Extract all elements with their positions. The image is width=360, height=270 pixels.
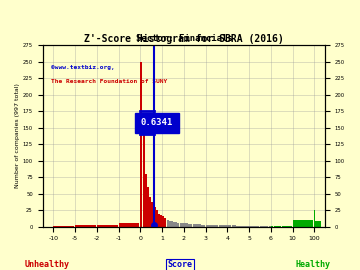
Text: Healthy: Healthy (296, 260, 331, 269)
Bar (145, 174, 147, 227)
Bar (54, 226, 74, 227)
Bar (193, 224, 197, 227)
Bar (314, 221, 321, 227)
Bar (210, 225, 214, 227)
Title: Z'-Score Histogram for SBRA (2016): Z'-Score Histogram for SBRA (2016) (84, 34, 284, 44)
Bar (171, 221, 173, 227)
Bar (223, 225, 227, 227)
Bar (249, 226, 260, 227)
Bar (149, 197, 151, 227)
Bar (287, 226, 292, 227)
Bar (282, 226, 287, 227)
Bar (180, 223, 181, 227)
Bar (164, 218, 166, 227)
Bar (240, 226, 244, 227)
Bar (151, 202, 153, 227)
Text: ©www.textbiz.org,: ©www.textbiz.org, (51, 65, 115, 70)
Bar (260, 226, 268, 227)
Bar (147, 187, 149, 227)
Bar (167, 220, 168, 227)
Bar (182, 224, 184, 227)
Bar (188, 224, 192, 227)
Bar (140, 62, 143, 227)
Bar (271, 226, 273, 227)
Text: Unhealthy: Unhealthy (24, 260, 69, 269)
Bar (274, 226, 276, 227)
Bar (197, 224, 201, 227)
Bar (228, 225, 231, 227)
Bar (293, 220, 313, 227)
Bar (162, 216, 164, 227)
Text: 0.6341: 0.6341 (141, 118, 173, 127)
Bar (214, 225, 219, 227)
Bar (158, 214, 160, 227)
Bar (245, 226, 249, 227)
Bar (143, 124, 145, 227)
Bar (201, 225, 206, 227)
Bar (160, 215, 162, 227)
Bar (119, 224, 139, 227)
Bar (75, 225, 96, 227)
Bar (276, 226, 282, 227)
Bar (153, 207, 156, 227)
Bar (314, 210, 315, 227)
Bar (173, 222, 175, 227)
Bar (169, 221, 171, 227)
Bar (177, 223, 179, 227)
Bar (219, 225, 223, 227)
Y-axis label: Number of companies (997 total): Number of companies (997 total) (15, 83, 20, 188)
Bar (236, 226, 240, 227)
Bar (184, 224, 188, 227)
Text: The Research Foundation of SUNY: The Research Foundation of SUNY (51, 79, 167, 84)
Bar (206, 225, 210, 227)
Bar (175, 222, 177, 227)
Text: Score: Score (167, 260, 193, 269)
Bar (97, 225, 118, 227)
Bar (156, 210, 158, 227)
Bar (269, 226, 271, 227)
Text: Sector: Financials: Sector: Financials (135, 34, 232, 43)
Bar (232, 225, 236, 227)
